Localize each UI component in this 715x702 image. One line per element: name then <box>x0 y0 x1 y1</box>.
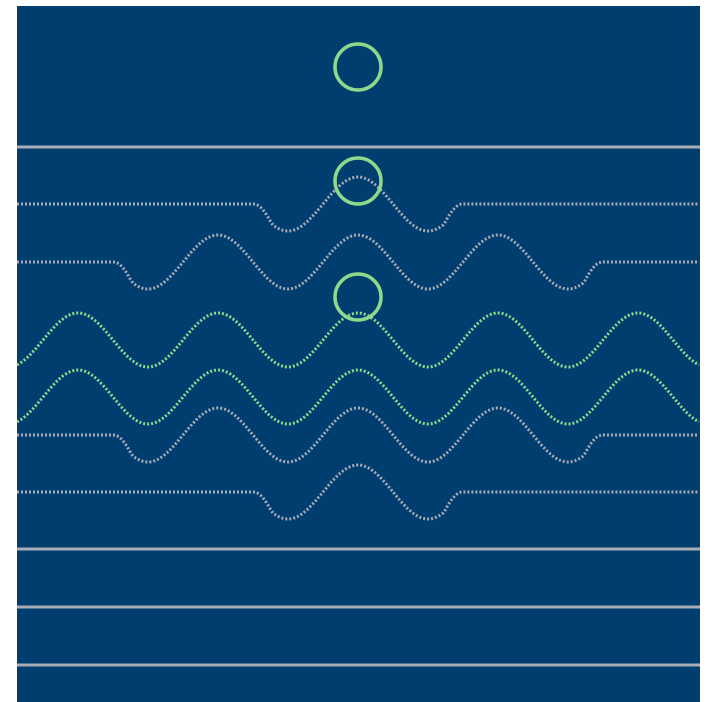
dotted-wave-4-green <box>16 368 700 426</box>
solid-lines <box>17 145 700 667</box>
circle-outline-icon-3 <box>333 272 383 322</box>
circle-outline-icon-2 <box>333 156 383 206</box>
dotted-wave-5-gray <box>17 406 699 464</box>
dotted-wave-1-gray <box>17 175 699 233</box>
circle-outline-icon-1 <box>333 42 383 92</box>
background-panel <box>17 6 700 702</box>
dotted-wave-6-gray <box>17 463 699 521</box>
rings <box>333 42 383 322</box>
dotted-wave-3-green <box>16 311 700 369</box>
dotted-waves <box>16 175 700 521</box>
dotted-wave-2-gray <box>17 233 699 291</box>
